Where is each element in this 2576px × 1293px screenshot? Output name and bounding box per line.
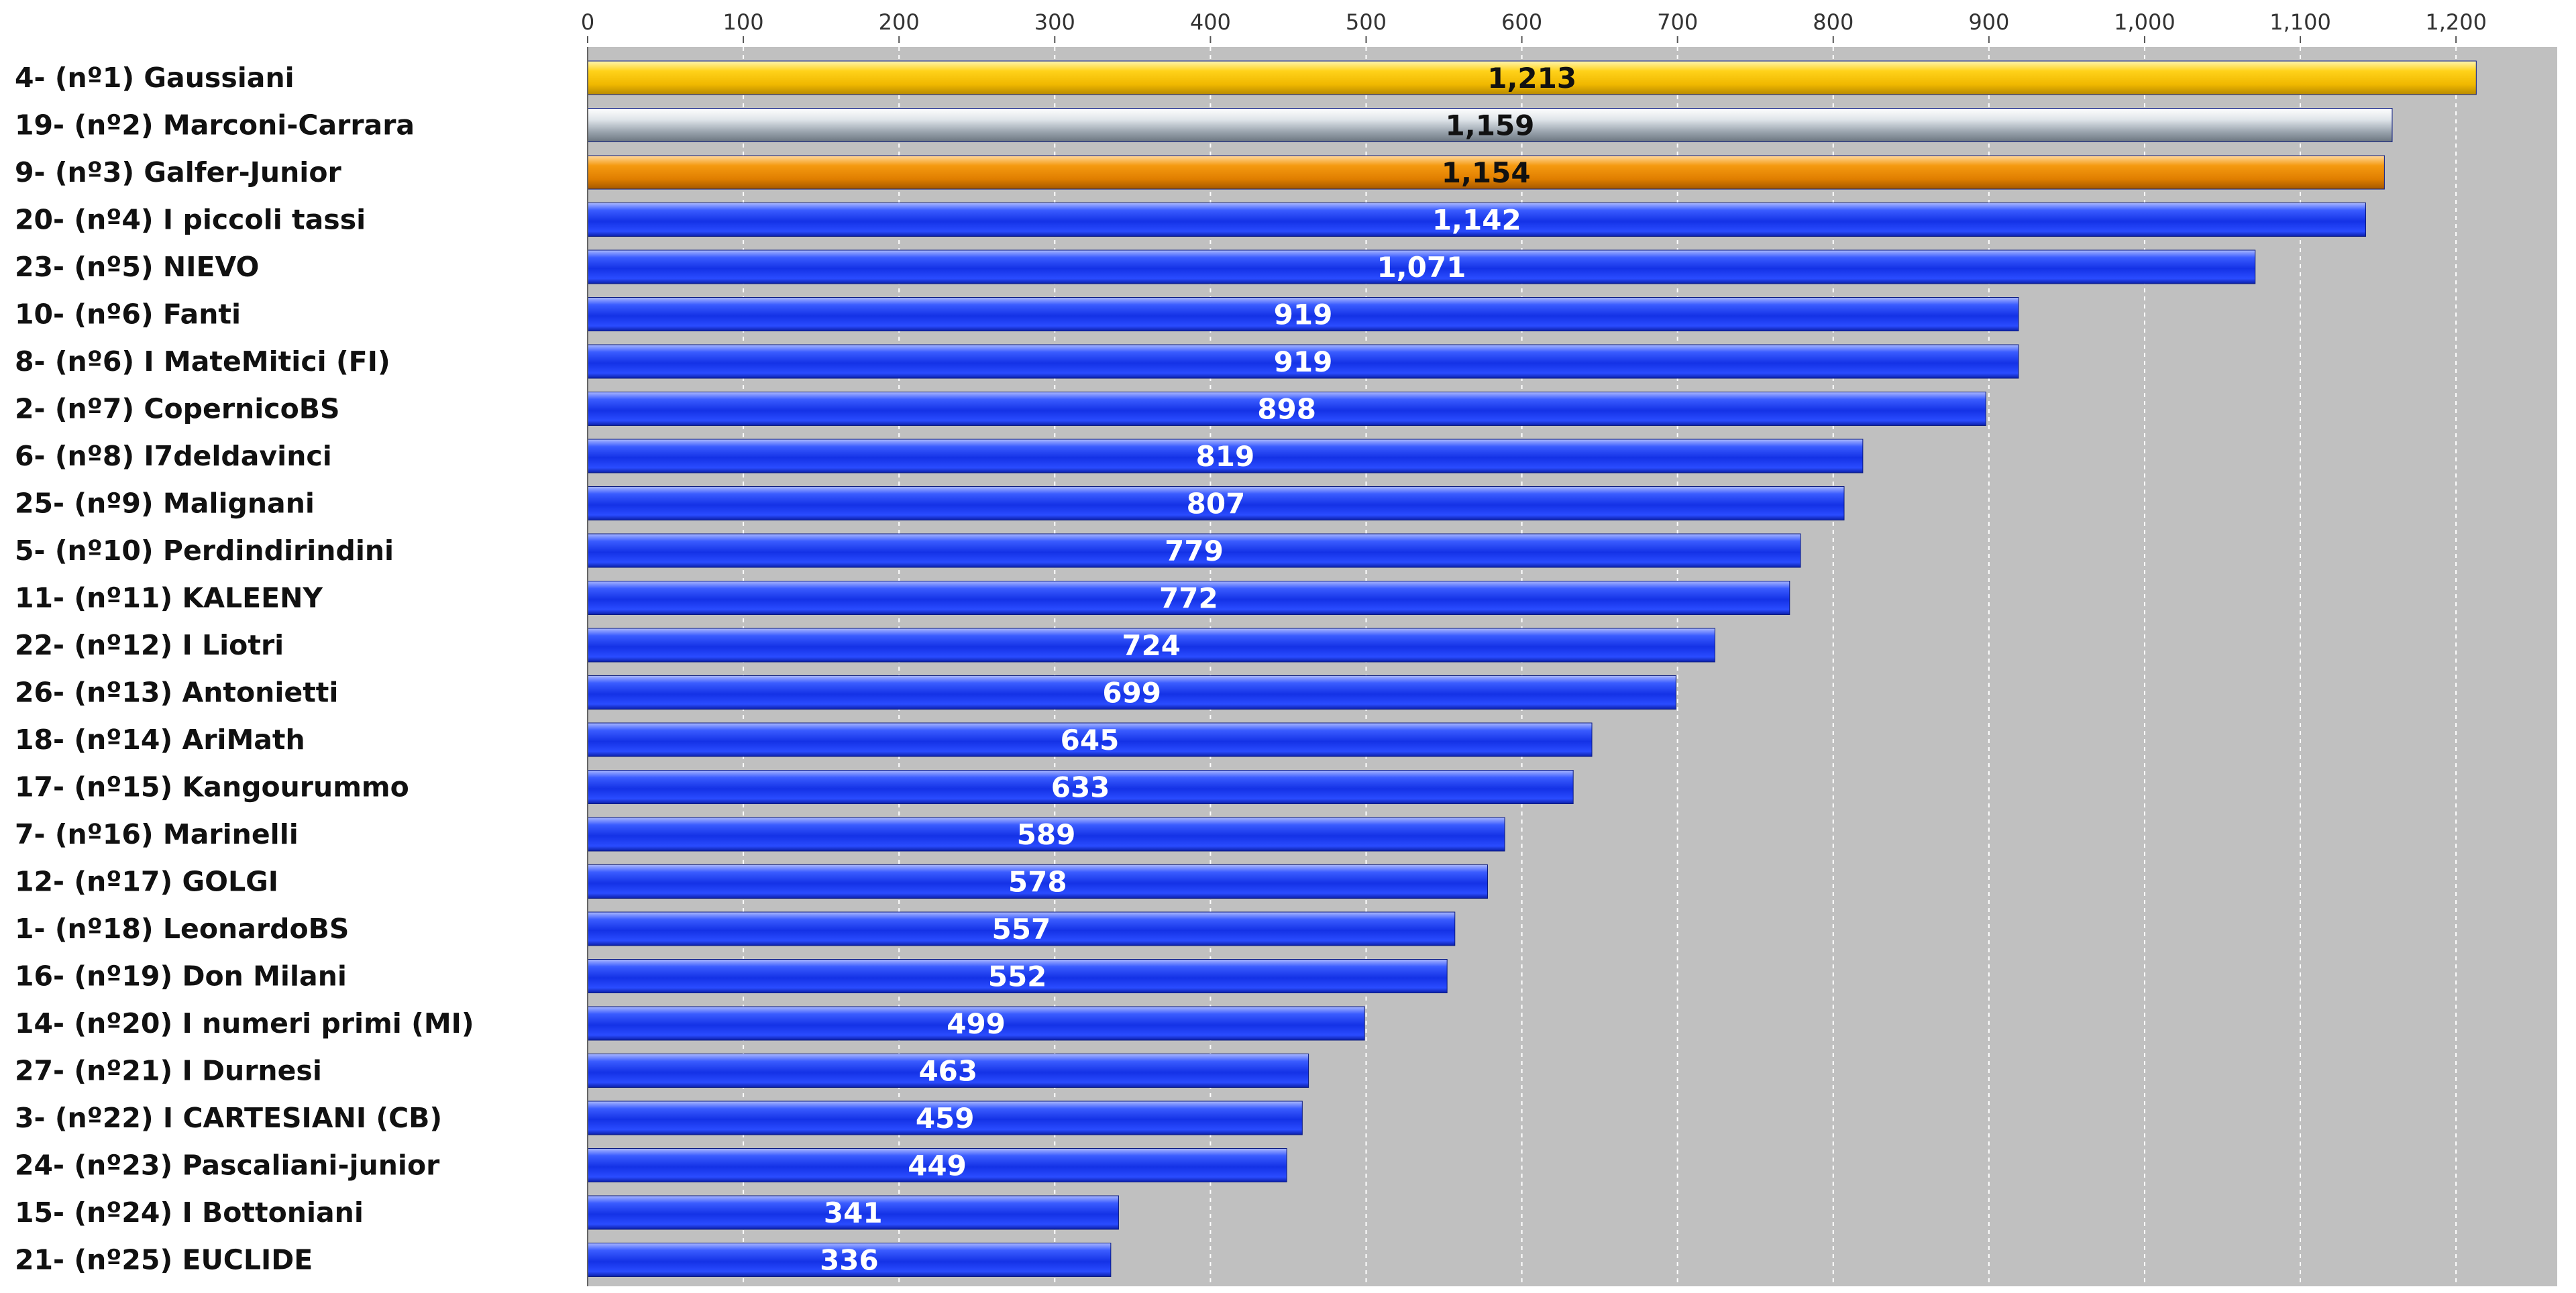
value-label: 919 [1274,298,1333,331]
x-tick-label: 700 [1657,9,1698,35]
category-label: 14- (nº20) I numeri primi (MI) [15,1007,474,1039]
x-tick-label: 800 [1813,9,1854,35]
category-label: 18- (nº14) AriMath [15,724,305,756]
category-label: 19- (nº2) Marconi-Carrara [15,109,415,142]
category-label: 17- (nº15) Kangourummo [15,771,409,803]
x-tick-label: 500 [1346,9,1387,35]
bar [587,344,2019,379]
category-label: 3- (nº22) I CARTESIANI (CB) [15,1102,442,1134]
x-tick-label: 400 [1190,9,1231,35]
x-tick-label: 1,000 [2114,9,2176,35]
value-label: 336 [820,1244,879,1277]
x-tick-label: 1,100 [2269,9,2331,35]
bar [587,392,1986,426]
bar [587,60,2477,95]
bar [587,1101,1303,1135]
category-label: 15- (nº24) I Bottoniani [15,1196,364,1229]
value-label: 724 [1122,629,1181,662]
bar [587,1195,1119,1230]
bar [587,1243,1112,1277]
category-label: 6- (nº8) I7deldavinci [15,440,332,472]
category-label: 27- (nº21) I Durnesi [15,1055,322,1087]
category-label: 5- (nº10) Perdindirindini [15,535,394,567]
value-label: 819 [1196,440,1255,473]
value-label: 772 [1159,582,1218,615]
category-label: 16- (nº19) Don Milani [15,960,347,993]
value-label: 589 [1017,818,1076,851]
value-label: 1,154 [1442,156,1531,189]
value-label: 1,071 [1377,251,1466,284]
value-label: 459 [916,1102,975,1135]
value-label: 499 [947,1007,1006,1040]
bar [587,486,1845,520]
bar [587,628,1715,663]
category-label: 11- (nº11) KALEENY [15,582,323,614]
bar [587,108,2393,142]
category-label: 10- (nº6) Fanti [15,298,241,331]
value-label: 1,142 [1432,204,1521,237]
category-label: 24- (nº23) Pascaliani-junior [15,1149,440,1182]
value-label: 578 [1008,866,1067,899]
x-tick-label: 300 [1034,9,1075,35]
bars [587,60,2477,1277]
bar [587,533,1801,568]
bar [587,1006,1365,1041]
category-label: 8- (nº6) I MateMitici (FI) [15,345,390,378]
x-tick-label: 600 [1501,9,1542,35]
value-label: 898 [1257,393,1316,426]
x-tick-label: 1,200 [2425,9,2487,35]
value-label: 557 [992,913,1051,946]
value-label: 807 [1187,488,1246,520]
bar [587,249,2256,284]
value-label: 552 [988,960,1047,993]
bar [587,1148,1287,1182]
x-tick-label: 200 [879,9,920,35]
value-label: 341 [824,1196,883,1229]
x-tick-label: 0 [581,9,594,35]
bar [587,439,1864,473]
bar [587,155,2385,190]
category-label: 7- (nº16) Marinelli [15,818,299,850]
value-label: 645 [1061,724,1120,756]
category-label: 12- (nº17) GOLGI [15,866,278,898]
category-label: 26- (nº13) Antonietti [15,677,338,709]
x-axis-ticks: 0 100 200 300 400 500 600 700 800 900 1,000 1,100 1,… [581,9,2487,43]
value-label: 1,213 [1487,62,1576,95]
bar [587,203,2367,237]
category-label: 9- (nº3) Galfer-Junior [15,156,342,188]
category-label: 4- (nº1) Gaussiani [15,62,294,94]
value-label: 449 [908,1149,967,1182]
category-label: 1- (nº18) LeonardoBS [15,913,349,945]
bar [587,1054,1309,1088]
x-tick-label: 100 [723,9,764,35]
value-label: 1,159 [1446,109,1535,142]
value-label: 779 [1165,535,1224,567]
bar [587,864,1489,899]
value-label: 633 [1051,771,1110,804]
bar [587,817,1505,852]
category-label: 23- (nº5) NIEVO [15,251,259,283]
bar [587,581,1790,615]
value-label: 699 [1102,677,1161,710]
value-label: 463 [918,1055,977,1088]
bar [587,911,1456,946]
value-label: 919 [1274,345,1333,378]
category-label: 21- (nº25) EUCLIDE [15,1244,313,1276]
bar [587,722,1593,757]
bar [587,297,2019,331]
category-label: 25- (nº9) Malignani [15,488,315,520]
category-label: 22- (nº12) I Liotri [15,629,284,661]
category-labels: 4- (nº1) Gaussiani 19- (nº2) Marconi-Carr… [15,62,474,1276]
category-label: 20- (nº4) I piccoli tassi [15,204,366,236]
x-tick-label: 900 [1968,9,2009,35]
category-label: 2- (nº7) CopernicoBS [15,393,340,425]
bar [587,770,1574,804]
